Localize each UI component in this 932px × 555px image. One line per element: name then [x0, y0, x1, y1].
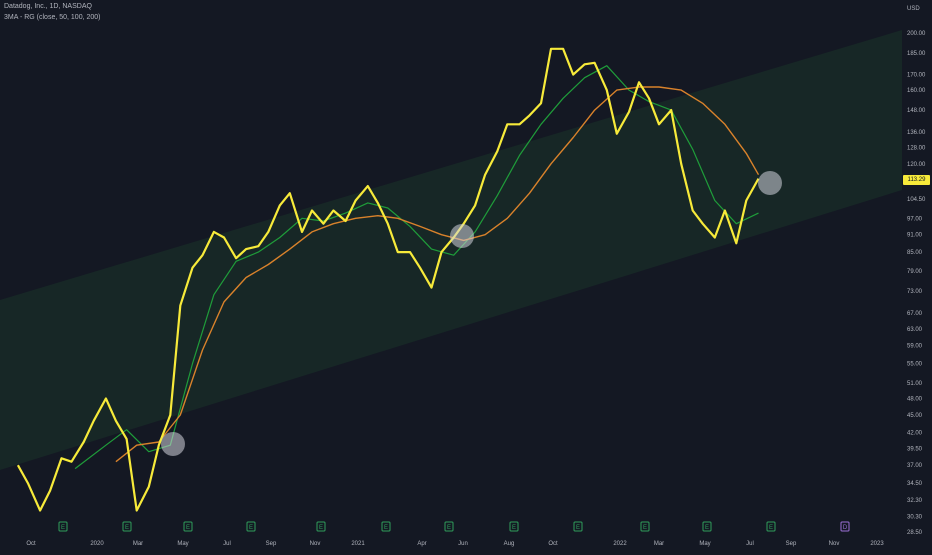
- svg-text:E: E: [319, 525, 323, 531]
- x-tick-label: May: [177, 541, 188, 547]
- x-tick-label: Sep: [786, 541, 797, 547]
- series-layer: [16, 47, 760, 512]
- y-tick-label: 85.00: [907, 250, 923, 256]
- price-line: [16, 47, 760, 512]
- y-tick-label: 32.30: [907, 498, 923, 504]
- signal-marker-1: [161, 432, 185, 456]
- svg-text:E: E: [447, 525, 451, 531]
- y-tick-label: 51.00: [907, 381, 923, 387]
- y-tick-label: 63.00: [907, 327, 923, 333]
- y-tick-label: 200.00: [907, 31, 926, 37]
- y-tick-label: 79.00: [907, 269, 923, 275]
- signal-marker-2: [450, 224, 474, 248]
- svg-text:E: E: [125, 525, 129, 531]
- x-tick-label: Jul: [223, 541, 231, 547]
- x-tick-label: Oct: [548, 541, 558, 547]
- y-tick-label: 136.00: [907, 130, 926, 136]
- dividend-marker[interactable]: D: [840, 521, 850, 532]
- y-tick-label: 67.00: [907, 311, 923, 317]
- x-tick-label: 2023: [870, 541, 884, 547]
- svg-text:E: E: [705, 525, 709, 531]
- svg-text:E: E: [769, 525, 773, 531]
- ma50-line: [74, 65, 759, 470]
- y-tick-label: 42.00: [907, 431, 923, 437]
- y-tick-label: 39.50: [907, 446, 923, 452]
- currency-label: USD: [907, 6, 920, 12]
- indicator-legend[interactable]: 3MA - RG (close, 50, 100, 200): [4, 14, 101, 21]
- y-tick-label: 91.00: [907, 233, 923, 239]
- x-tick-label: Apr: [417, 541, 426, 547]
- earnings-marker[interactable]: E: [122, 521, 132, 532]
- svg-text:E: E: [512, 525, 516, 531]
- y-tick-label: 48.00: [907, 397, 923, 403]
- x-tick-label: Mar: [133, 541, 143, 547]
- regression-channel: [0, 30, 902, 470]
- x-tick-label: Sep: [266, 541, 277, 547]
- svg-text:E: E: [186, 525, 190, 531]
- x-tick-label: 2021: [351, 541, 365, 547]
- earnings-marker[interactable]: E: [58, 521, 68, 532]
- signal-marker-3: [758, 171, 782, 195]
- price-axis-labels: USD 200.00 185.00 170.00 160.00 148.00 136.00…: [907, 6, 926, 536]
- x-tick-label: Oct: [26, 541, 36, 547]
- earnings-marker[interactable]: E: [640, 521, 650, 532]
- svg-text:D: D: [843, 525, 848, 531]
- svg-text:E: E: [643, 525, 647, 531]
- earnings-marker[interactable]: E: [766, 521, 776, 532]
- earnings-marker[interactable]: E: [573, 521, 583, 532]
- x-tick-label: 2020: [90, 541, 104, 547]
- earnings-marker[interactable]: E: [381, 521, 391, 532]
- y-tick-label: 148.00: [907, 108, 926, 114]
- earnings-marker[interactable]: E: [246, 521, 256, 532]
- x-tick-label: Jun: [458, 541, 468, 547]
- x-tick-label: 2022: [613, 541, 627, 547]
- svg-text:E: E: [61, 525, 65, 531]
- price-axis[interactable]: USD 200.00 185.00 170.00 160.00 148.00 136.00…: [902, 0, 932, 550]
- x-tick-label: Aug: [504, 541, 515, 547]
- y-ticks: 200.00 185.00 170.00 160.00 148.00 136.00 128.…: [907, 31, 926, 536]
- y-tick-label: 59.00: [907, 344, 923, 350]
- y-tick-label: 160.00: [907, 88, 926, 94]
- earnings-marker[interactable]: E: [316, 521, 326, 532]
- earnings-marker[interactable]: E: [183, 521, 193, 532]
- ma100-line: [115, 86, 760, 463]
- y-tick-label: 55.00: [907, 362, 923, 368]
- svg-text:E: E: [576, 525, 580, 531]
- y-tick-label: 170.00: [907, 73, 926, 79]
- y-tick-label: 30.30: [907, 514, 923, 520]
- earnings-marker[interactable]: E: [509, 521, 519, 532]
- y-tick-label: 73.00: [907, 289, 923, 295]
- symbol-title[interactable]: Datadog, Inc., 1D, NASDAQ: [4, 3, 92, 10]
- time-axis[interactable]: Oct 2020 Mar May Jul Sep Nov 2021 Apr Jun Aug Oct 20…: [0, 536, 902, 550]
- y-tick-label: 45.00: [907, 413, 923, 419]
- last-price-tag: 113.29: [903, 175, 930, 185]
- x-tick-label: Nov: [310, 541, 321, 547]
- y-tick-label: 104.50: [907, 197, 926, 203]
- y-tick-label: 185.00: [907, 51, 926, 57]
- x-tick-label: Jul: [746, 541, 754, 547]
- y-tick-label: 37.00: [907, 463, 923, 469]
- y-tick-label: 34.50: [907, 481, 923, 487]
- svg-text:E: E: [384, 525, 388, 531]
- y-tick-label: 97.00: [907, 216, 923, 222]
- x-tick-label: May: [699, 541, 710, 547]
- earnings-marker[interactable]: E: [444, 521, 454, 532]
- svg-text:E: E: [249, 525, 253, 531]
- y-tick-label: 120.00: [907, 162, 926, 168]
- x-ticks: Oct 2020 Mar May Jul Sep Nov 2021 Apr Jun Aug Oct 20…: [26, 541, 884, 547]
- y-tick-label: 128.00: [907, 145, 926, 151]
- time-axis-labels: Oct 2020 Mar May Jul Sep Nov 2021 Apr Jun Aug Oct 20…: [26, 541, 884, 547]
- earnings-marker[interactable]: E: [702, 521, 712, 532]
- x-tick-label: Mar: [654, 541, 664, 547]
- y-tick-label: 28.50: [907, 530, 923, 536]
- x-tick-label: Nov: [829, 541, 840, 547]
